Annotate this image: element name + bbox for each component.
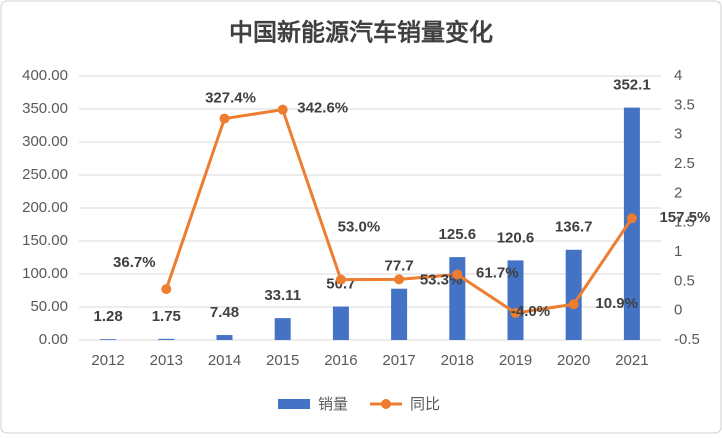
bar bbox=[623, 107, 640, 340]
bar bbox=[216, 335, 233, 340]
legend-label: 同比 bbox=[410, 396, 440, 413]
y2-tick-label: 0.5 bbox=[674, 272, 695, 289]
y2-tick-label: 4 bbox=[674, 67, 682, 84]
x-tick-label: 2019 bbox=[499, 352, 532, 369]
bar-value-label: 7.48 bbox=[210, 304, 239, 321]
x-tick-label: 2020 bbox=[557, 352, 590, 369]
line-marker bbox=[161, 284, 172, 295]
bar-value-label: 120.6 bbox=[497, 229, 535, 246]
line-marker bbox=[394, 274, 405, 285]
x-tick-label: 2012 bbox=[91, 352, 124, 369]
line-marker bbox=[219, 113, 230, 124]
line-value-label: 327.4% bbox=[205, 90, 256, 107]
bar-value-label: 1.28 bbox=[93, 308, 122, 325]
line-value-label: 61.7% bbox=[476, 264, 519, 281]
y2-tick-label: 3 bbox=[674, 126, 682, 143]
bar bbox=[100, 339, 117, 340]
line-value-label: -4.0% bbox=[511, 303, 550, 320]
x-tick-label: 2017 bbox=[382, 352, 415, 369]
y2-tick-label: 1 bbox=[674, 243, 682, 260]
bar-value-label: 1.75 bbox=[152, 308, 181, 325]
bar-value-label: 77.7 bbox=[384, 258, 413, 275]
bar-value-label: 136.7 bbox=[555, 219, 593, 236]
line-value-label: 36.7% bbox=[113, 254, 156, 271]
y2-tick-label: 1.5 bbox=[674, 214, 695, 231]
y2-tick-label: 3.5 bbox=[674, 96, 695, 113]
line-value-label: 10.9% bbox=[595, 295, 638, 312]
line-marker bbox=[452, 269, 463, 280]
y-tick-label: 50.00 bbox=[30, 298, 68, 315]
bar bbox=[507, 260, 524, 340]
legend-swatch bbox=[278, 399, 310, 409]
bar-value-label: 33.11 bbox=[264, 287, 301, 304]
legend-label: 销量 bbox=[318, 396, 348, 413]
y-tick-label: 350.00 bbox=[22, 100, 68, 117]
bar bbox=[274, 318, 291, 340]
x-tick-label: 2016 bbox=[324, 352, 357, 369]
bar bbox=[158, 338, 175, 340]
line-marker bbox=[277, 104, 288, 115]
y-tick-label: 250.00 bbox=[22, 166, 68, 183]
y-tick-label: 400.00 bbox=[22, 67, 68, 84]
line-marker bbox=[510, 308, 521, 319]
line-value-label: 53.0% bbox=[338, 219, 381, 236]
y2-tick-label: 2 bbox=[674, 184, 682, 201]
y2-tick-label: 0 bbox=[674, 302, 682, 319]
line-value-label: 53.3% bbox=[420, 271, 463, 288]
y-tick-label: 150.00 bbox=[22, 232, 68, 249]
y-tick-label: 0.00 bbox=[39, 331, 68, 348]
line-marker bbox=[626, 213, 637, 224]
bar bbox=[332, 306, 349, 340]
y2-tick-label: 2.5 bbox=[674, 155, 695, 172]
bar bbox=[565, 249, 582, 340]
x-tick-label: 2014 bbox=[208, 352, 241, 369]
line-value-label: 157.5% bbox=[659, 209, 710, 226]
bar-value-label: 125.6 bbox=[439, 226, 477, 243]
bar bbox=[391, 288, 408, 340]
line-marker bbox=[568, 299, 579, 310]
x-tick-label: 2021 bbox=[615, 352, 648, 369]
chart-title: 中国新能源汽车销量变化 bbox=[229, 18, 493, 46]
legend-swatch bbox=[381, 399, 391, 409]
y-tick-label: 100.00 bbox=[22, 265, 68, 282]
x-tick-label: 2018 bbox=[441, 352, 474, 369]
x-tick-label: 2013 bbox=[150, 352, 183, 369]
y2-tick-label: -0.5 bbox=[674, 331, 700, 348]
line-marker bbox=[335, 274, 346, 285]
line-value-label: 342.6% bbox=[297, 100, 348, 117]
y-tick-label: 300.00 bbox=[22, 133, 68, 150]
bar-value-label: 352.1 bbox=[613, 77, 651, 94]
x-tick-label: 2015 bbox=[266, 352, 299, 369]
y-tick-label: 200.00 bbox=[22, 199, 68, 216]
